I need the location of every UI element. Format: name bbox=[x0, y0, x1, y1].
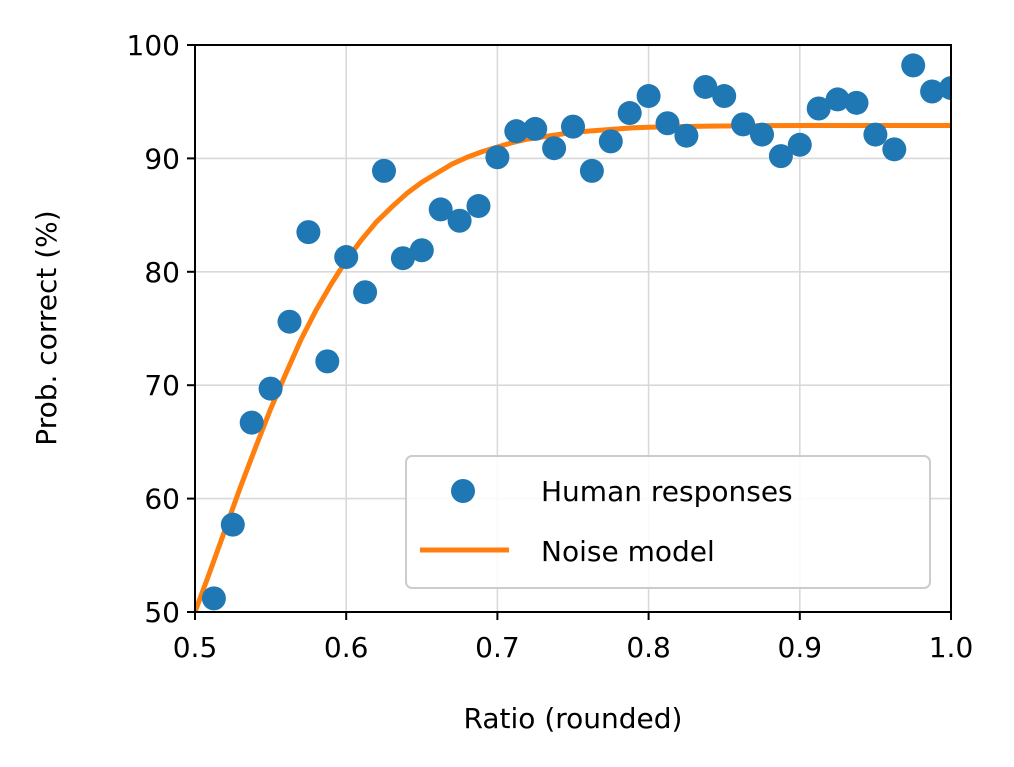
human-response-point bbox=[655, 111, 680, 136]
y-tick-label: 60 bbox=[144, 483, 180, 516]
x-tick-label: 0.9 bbox=[778, 631, 823, 664]
human-response-point bbox=[636, 84, 661, 109]
human-response-point bbox=[523, 116, 548, 141]
human-response-point bbox=[353, 280, 378, 305]
human-response-point bbox=[542, 136, 567, 161]
human-response-point bbox=[239, 410, 264, 435]
y-tick-label: 80 bbox=[144, 256, 180, 289]
human-response-point bbox=[901, 53, 926, 78]
y-tick-label: 90 bbox=[144, 142, 180, 175]
human-response-point bbox=[579, 158, 604, 183]
legend: Human responses Noise model bbox=[405, 455, 931, 589]
y-tick-label: 70 bbox=[144, 369, 180, 402]
human-response-point bbox=[731, 112, 756, 137]
human-response-point bbox=[712, 84, 737, 109]
human-response-point bbox=[485, 145, 510, 170]
human-response-point bbox=[750, 122, 774, 147]
x-axis: 0.5 0.6 0.7 0.8 0.9 1.0 bbox=[173, 612, 974, 664]
human-response-point bbox=[220, 512, 245, 537]
human-response-point bbox=[390, 246, 415, 271]
legend-marker-human-responses bbox=[451, 479, 475, 503]
y-tick-label: 100 bbox=[127, 29, 180, 62]
human-response-point bbox=[768, 144, 793, 169]
human-response-point bbox=[825, 87, 850, 112]
human-response-point bbox=[258, 376, 283, 401]
human-response-point bbox=[466, 194, 491, 219]
human-response-point bbox=[674, 123, 699, 148]
x-tick-label: 1.0 bbox=[929, 631, 974, 664]
human-response-point bbox=[882, 137, 907, 162]
human-response-point bbox=[372, 158, 396, 183]
human-response-point bbox=[939, 76, 951, 101]
human-response-point bbox=[334, 245, 359, 270]
human-response-point bbox=[693, 74, 718, 99]
human-response-point bbox=[447, 208, 472, 233]
human-response-point bbox=[428, 197, 453, 222]
grid bbox=[194, 44, 952, 613]
legend-label-noise-model: Noise model bbox=[541, 535, 715, 568]
y-tick-label: 50 bbox=[144, 596, 180, 629]
human-response-point bbox=[844, 90, 869, 115]
y-axis-label: Prob. correct (%) bbox=[30, 210, 63, 445]
human-response-point bbox=[787, 132, 812, 157]
human-response-point bbox=[920, 79, 945, 104]
human-response-point bbox=[296, 220, 321, 245]
plot-frame bbox=[194, 44, 952, 613]
x-tick-label: 0.5 bbox=[173, 631, 218, 664]
y-axis: 50 60 70 80 90 100 bbox=[127, 29, 195, 629]
x-axis-label: Ratio (rounded) bbox=[464, 702, 683, 735]
legend-label-human-responses: Human responses bbox=[541, 475, 793, 508]
human-response-point bbox=[863, 122, 888, 147]
human-response-point bbox=[617, 101, 642, 126]
x-tick-label: 0.7 bbox=[475, 631, 520, 664]
x-tick-label: 0.6 bbox=[324, 631, 369, 664]
human-response-point bbox=[315, 349, 340, 374]
plot-area bbox=[195, 53, 951, 612]
human-response-point bbox=[806, 96, 831, 121]
x-tick-label: 0.8 bbox=[626, 631, 671, 664]
human-response-point bbox=[201, 586, 226, 611]
human-response-point bbox=[561, 114, 585, 139]
legend-box bbox=[405, 455, 931, 589]
human-response-point bbox=[277, 309, 302, 334]
human-response-point bbox=[504, 119, 529, 144]
human-response-point bbox=[598, 129, 623, 154]
human-response-point bbox=[409, 238, 434, 263]
